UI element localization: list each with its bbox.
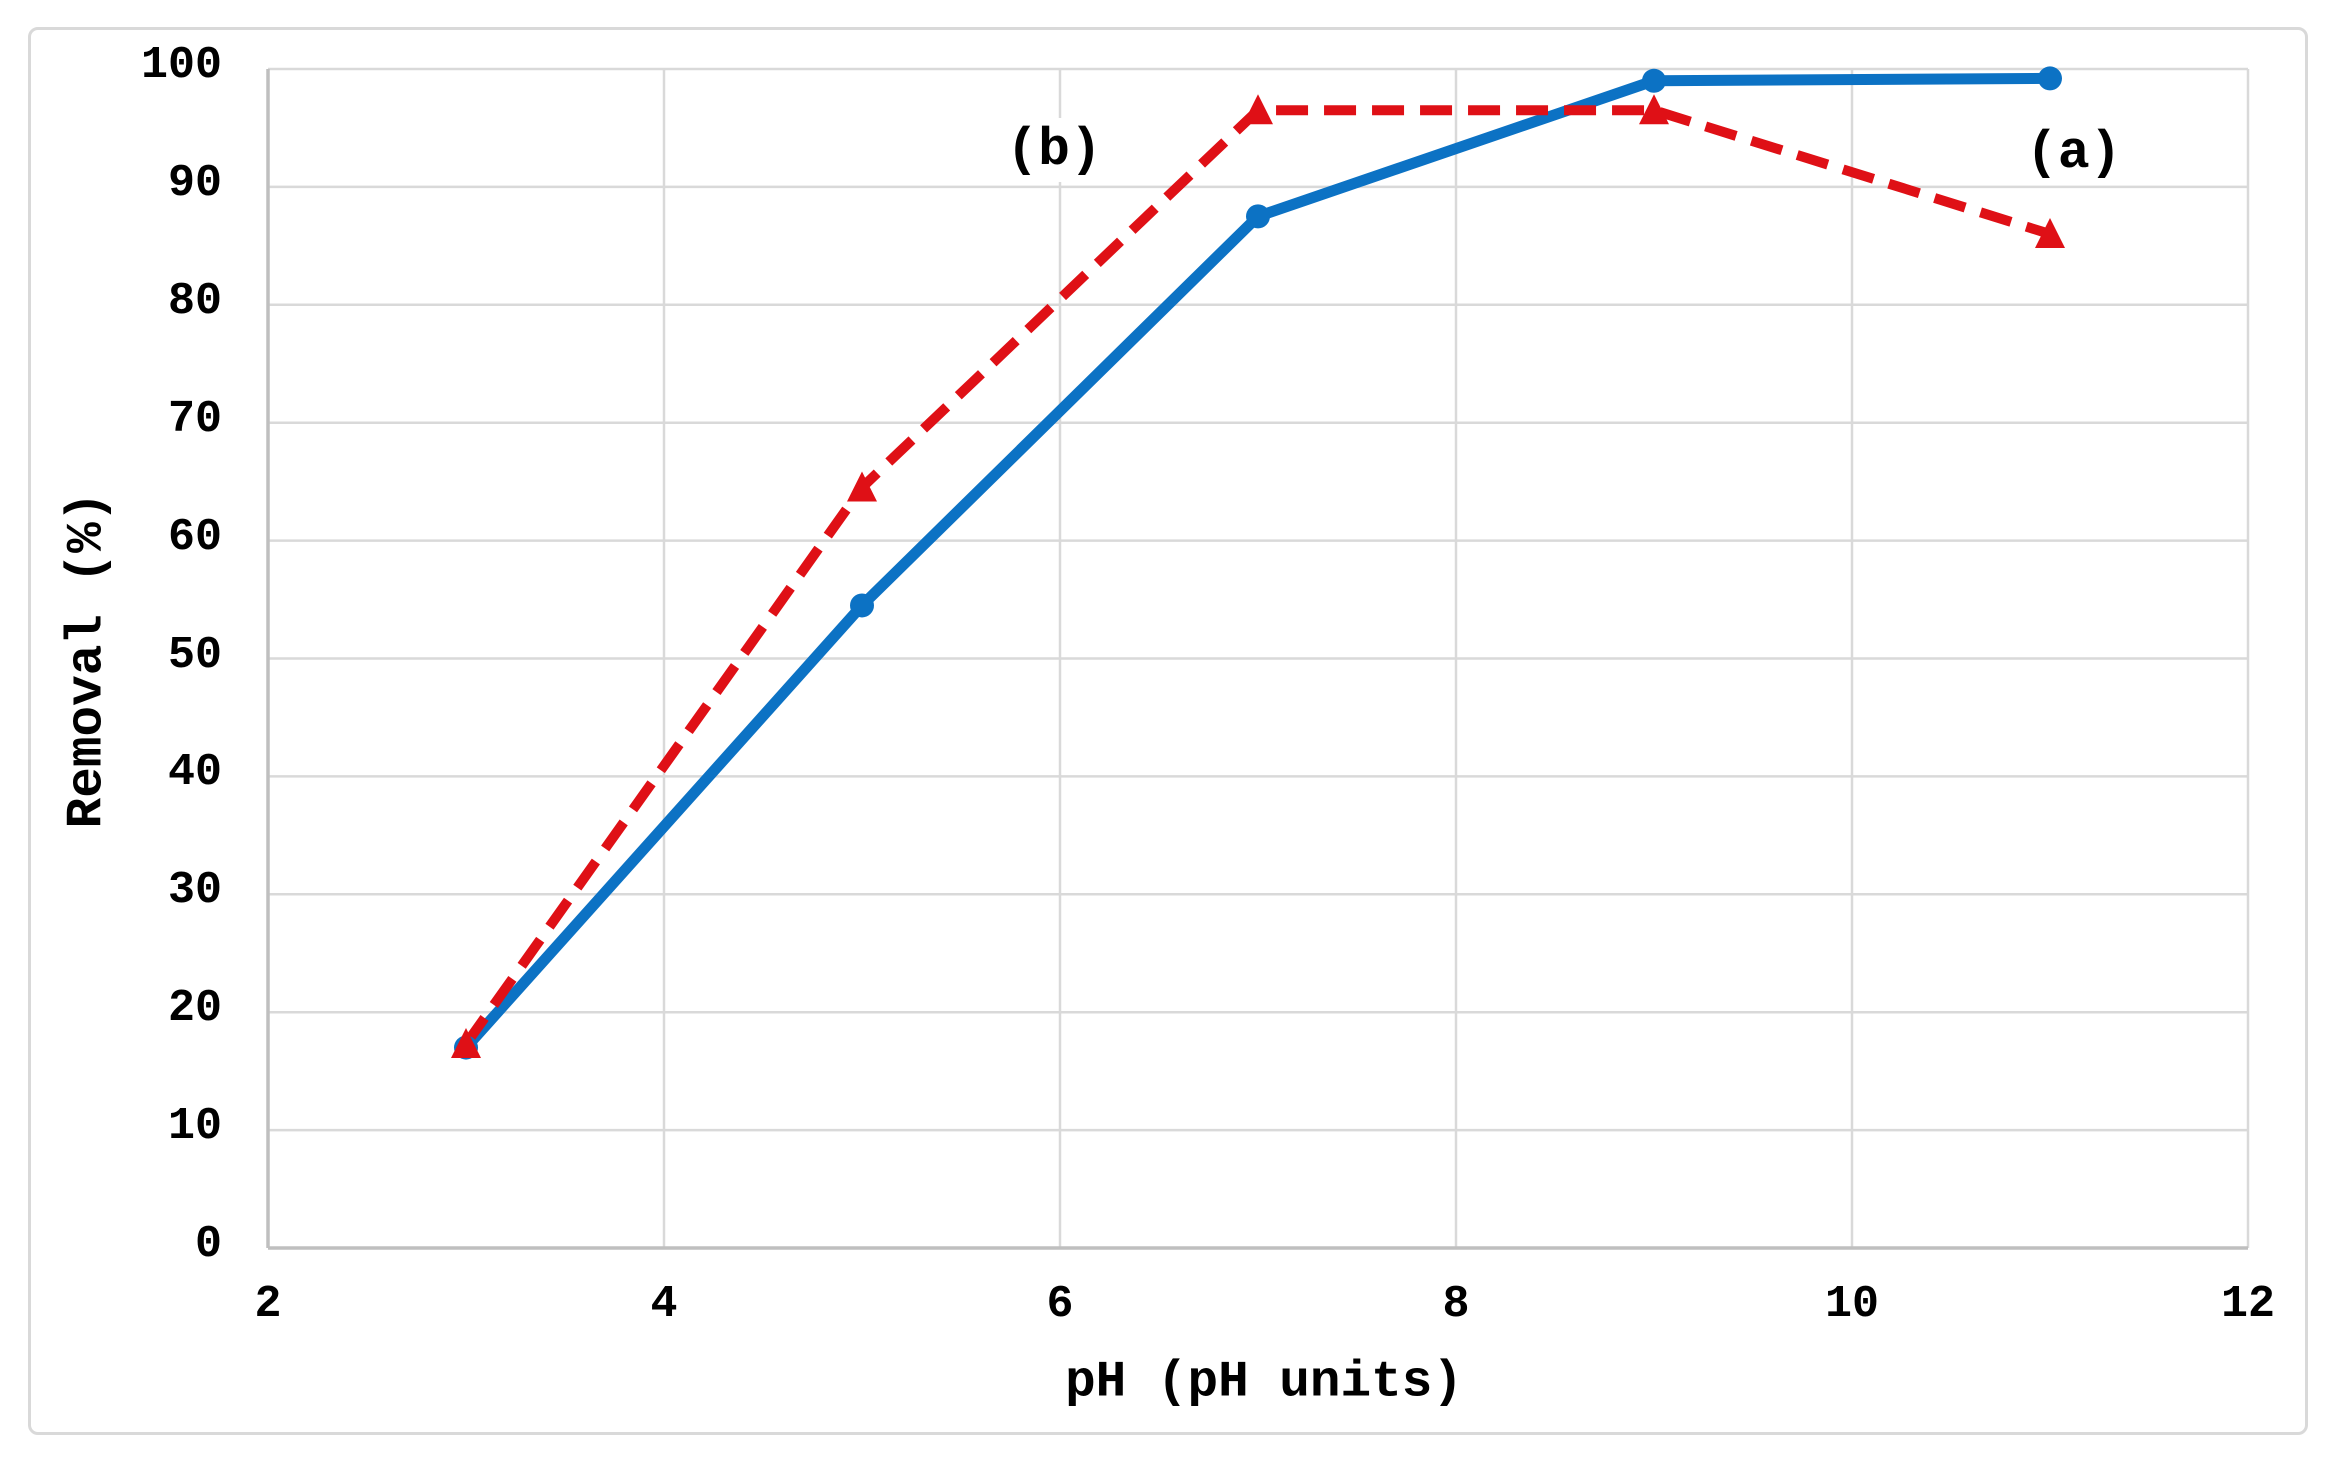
y-tick-label: 20 <box>167 983 222 1035</box>
y-tick-label: 30 <box>167 865 222 917</box>
y-tick-label: 60 <box>167 511 222 563</box>
x-tick-label: 4 <box>650 1279 678 1330</box>
y-tick-label: 70 <box>167 393 222 445</box>
y-tick-label: 80 <box>167 275 222 327</box>
y-tick-label: 100 <box>140 40 222 91</box>
x-tick-label: 10 <box>1824 1279 1879 1330</box>
marker-circle-a <box>1246 204 1270 229</box>
y-tick-label: 40 <box>167 747 222 799</box>
marker-triangle-b <box>2035 218 2065 249</box>
x-tick-label: 2 <box>254 1279 282 1330</box>
y-axis-title: Removal (%) <box>59 491 117 829</box>
y-tick-label: 0 <box>194 1219 222 1270</box>
marker-circle-a <box>2038 66 2062 91</box>
y-tick-label: 10 <box>167 1101 222 1153</box>
series-a-annotation: (a) <box>2018 120 2130 185</box>
marker-triangle-b <box>847 471 877 502</box>
x-axis-title: pH (pH units) <box>1065 1354 1463 1412</box>
series-b-annotation: (b) <box>998 118 1110 183</box>
marker-circle-a <box>850 593 874 618</box>
y-tick-label: 90 <box>167 157 222 209</box>
x-tick-label: 12 <box>2220 1279 2275 1330</box>
marker-triangle-b <box>1243 94 1273 125</box>
marker-triangle-b <box>1639 94 1669 125</box>
series-line-b <box>461 105 2052 1047</box>
x-tick-label: 6 <box>1046 1279 1074 1330</box>
marker-triangle-b <box>451 1028 481 1059</box>
y-tick-label: 50 <box>167 629 222 681</box>
marker-circle-a <box>1642 68 1666 93</box>
x-tick-label: 8 <box>1442 1279 1470 1330</box>
